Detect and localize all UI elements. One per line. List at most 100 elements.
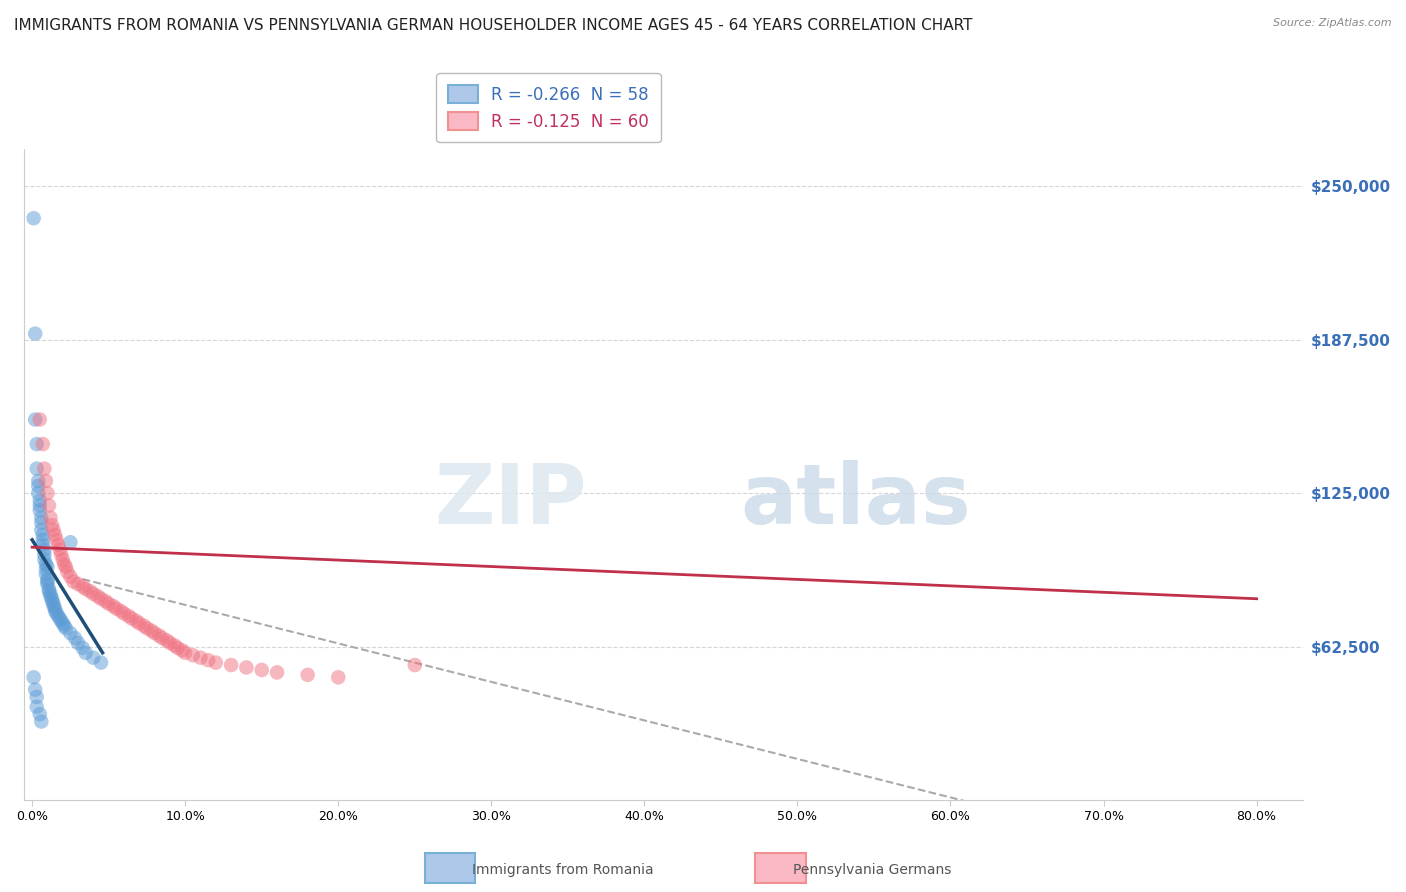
Point <box>34 461 56 475</box>
Point <box>172 643 194 657</box>
Point <box>35 567 58 582</box>
Point <box>41 594 63 608</box>
Point <box>197 653 219 667</box>
Point <box>148 629 170 643</box>
Point <box>59 569 82 583</box>
Point <box>53 558 76 572</box>
Point <box>45 533 67 547</box>
Point <box>38 499 60 513</box>
Point <box>56 565 79 579</box>
Point <box>132 619 155 633</box>
Point <box>30 516 52 530</box>
Point <box>52 552 75 566</box>
Point <box>62 574 84 589</box>
Point <box>25 461 48 475</box>
Point <box>30 714 52 729</box>
Point <box>34 548 56 562</box>
Point <box>250 663 273 677</box>
Point <box>51 548 73 562</box>
Point <box>219 658 242 673</box>
Point <box>181 648 204 663</box>
Point <box>166 640 188 655</box>
Point <box>190 650 212 665</box>
Point <box>82 650 104 665</box>
Point <box>48 611 70 625</box>
Text: Immigrants from Romania: Immigrants from Romania <box>471 863 654 877</box>
Point <box>46 538 69 552</box>
Point <box>42 597 65 611</box>
Point <box>37 577 59 591</box>
Point <box>52 616 75 631</box>
Point <box>38 582 60 596</box>
Text: ZIP: ZIP <box>434 460 586 541</box>
Point <box>39 510 62 524</box>
Point <box>45 607 67 621</box>
Point <box>41 591 63 606</box>
Point <box>125 614 148 628</box>
Point <box>28 503 51 517</box>
Point <box>31 528 53 542</box>
Point <box>27 486 49 500</box>
Point <box>72 579 94 593</box>
Point <box>31 437 53 451</box>
Point <box>55 621 77 635</box>
Point <box>156 633 179 648</box>
FancyBboxPatch shape <box>425 853 475 883</box>
Point <box>53 619 76 633</box>
Point <box>163 639 186 653</box>
Point <box>67 577 90 591</box>
Point <box>42 599 65 614</box>
Point <box>24 412 46 426</box>
Point <box>27 474 49 488</box>
Point <box>35 558 58 572</box>
Point <box>128 616 150 631</box>
Point <box>30 510 52 524</box>
Point <box>159 636 181 650</box>
Point <box>27 479 49 493</box>
Point <box>110 604 132 618</box>
Point <box>37 574 59 589</box>
Point <box>25 699 48 714</box>
Point <box>90 591 112 606</box>
Point <box>82 587 104 601</box>
Point <box>48 542 70 557</box>
Point <box>75 582 97 596</box>
Point <box>97 597 120 611</box>
Point <box>135 621 157 635</box>
Point <box>44 601 66 615</box>
Point <box>28 493 51 508</box>
Text: Source: ZipAtlas.com: Source: ZipAtlas.com <box>1274 18 1392 28</box>
Text: atlas: atlas <box>740 460 972 541</box>
Point <box>51 614 73 628</box>
Point <box>121 611 143 625</box>
Point <box>174 646 197 660</box>
Point <box>22 670 45 684</box>
Point <box>41 518 63 533</box>
Point <box>79 584 101 599</box>
Point <box>72 640 94 655</box>
Point <box>25 690 48 704</box>
Point <box>28 412 51 426</box>
Point <box>117 609 139 624</box>
Point <box>35 474 58 488</box>
Point <box>87 589 110 603</box>
Point <box>46 609 69 624</box>
Point <box>24 682 46 697</box>
Point <box>39 587 62 601</box>
Point <box>105 601 128 615</box>
Point <box>30 523 52 537</box>
Point <box>31 533 53 547</box>
Point <box>39 589 62 603</box>
Point <box>37 486 59 500</box>
Point <box>25 437 48 451</box>
Point <box>150 631 173 645</box>
Point <box>112 607 135 621</box>
Point <box>59 626 82 640</box>
Point <box>28 707 51 722</box>
Point <box>35 562 58 576</box>
Point <box>42 523 65 537</box>
FancyBboxPatch shape <box>755 853 806 883</box>
Text: IMMIGRANTS FROM ROMANIA VS PENNSYLVANIA GERMAN HOUSEHOLDER INCOME AGES 45 - 64 Y: IMMIGRANTS FROM ROMANIA VS PENNSYLVANIA … <box>14 18 973 33</box>
Point <box>143 626 166 640</box>
Point <box>37 559 59 574</box>
